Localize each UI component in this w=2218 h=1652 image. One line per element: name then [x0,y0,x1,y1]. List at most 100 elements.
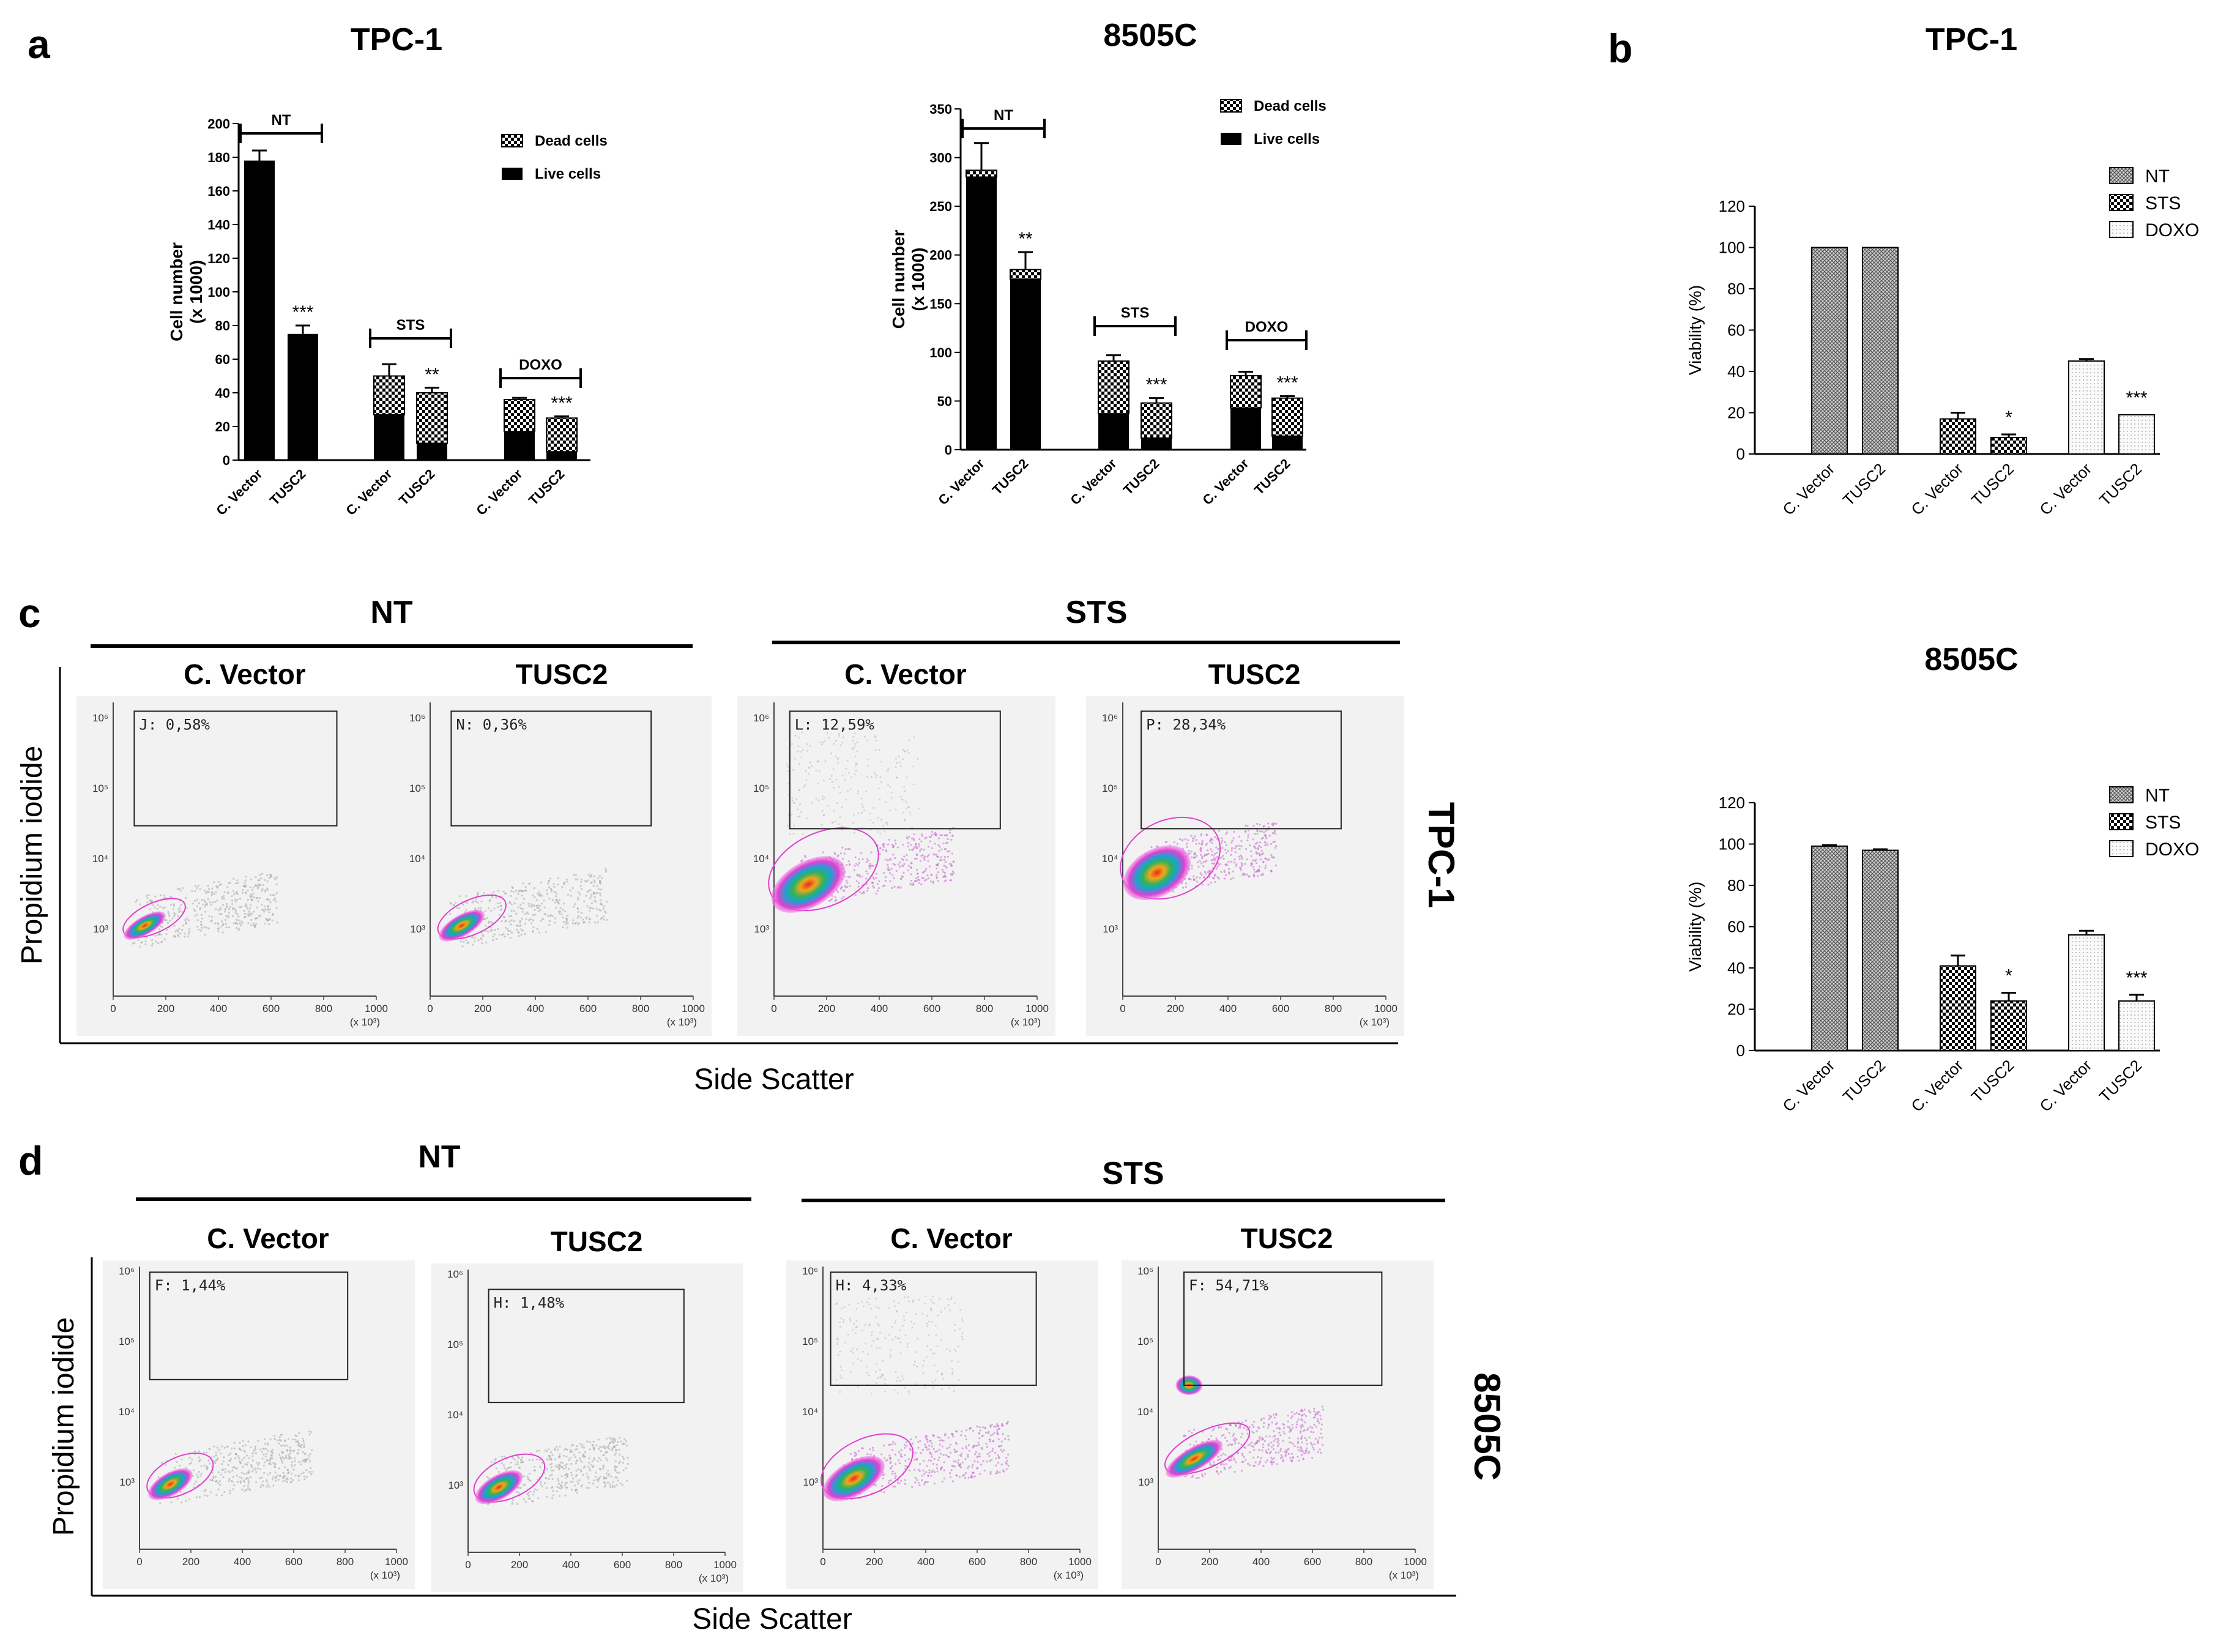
event-dot [278,1438,281,1441]
event-dot [804,784,806,786]
event-dot [873,807,875,809]
legend-swatch [2109,840,2134,857]
event-dot [224,1468,226,1471]
event-dot [1202,861,1205,863]
event-dot [802,749,804,751]
event-dot [154,895,157,898]
event-dot [536,893,539,895]
event-dot [914,1481,917,1484]
event-dot [799,803,801,805]
event-dot [198,1456,200,1459]
event-dot [543,899,545,902]
event-dot [210,920,212,923]
event-dot [909,848,911,851]
event-dot [887,868,889,871]
event-dot [552,1469,554,1472]
event-dot [501,1456,503,1458]
column-header: C. Vector [890,1222,1013,1254]
event-dot [1321,1437,1323,1439]
event-dot [910,862,913,865]
event-dot [158,932,161,935]
event-dot [580,879,582,881]
event-dot [899,1341,902,1344]
event-dot [849,1371,852,1374]
gate-rectangle [149,1271,349,1380]
event-dot [309,1453,311,1455]
event-dot [272,1462,275,1464]
event-dot [270,1454,272,1457]
event-dot [924,869,927,872]
event-dot [565,1486,568,1489]
event-dot [1288,1437,1290,1439]
y-tick-label: 300 [929,151,952,166]
event-dot [950,863,953,866]
event-dot [849,1317,851,1320]
event-dot [1198,842,1200,845]
event-dot [872,822,874,824]
event-dot [151,900,153,902]
event-dot [1194,879,1196,881]
event-dot [187,935,189,937]
event-dot [958,1464,961,1467]
event-dot [601,917,603,919]
event-dot [797,808,799,811]
event-dot [158,928,161,931]
event-dot [1262,873,1264,876]
y-axis-label-propidium-iodide: Propidium iodide [48,1317,80,1536]
event-dot [1201,855,1204,858]
event-dot [1322,1408,1325,1411]
event-dot [874,735,876,737]
event-dot [986,1446,989,1448]
event-dot [840,1366,842,1368]
event-dot [254,925,256,927]
event-dot [534,909,536,911]
event-dot [590,902,593,904]
event-dot [898,1462,901,1464]
event-dot [545,931,547,933]
event-dot [850,1350,852,1352]
y-tick-label: 100 [1719,835,1745,854]
event-dot [974,1453,977,1456]
gate-label: N: 0,36% [456,716,527,733]
event-dot [200,923,203,926]
y-tick-label: 10⁴ [1102,853,1118,865]
event-dot [269,876,272,879]
event-dot [890,791,893,794]
event-dot [997,1445,1000,1448]
event-dot [1213,874,1216,877]
event-dot [947,855,950,858]
event-dot [179,904,182,906]
event-dot [198,1496,201,1498]
plot-background [431,1263,743,1592]
event-dot [917,807,920,809]
bar-dead-cells [1141,402,1172,439]
event-dot [837,762,839,764]
event-dot [252,886,255,889]
event-dot [1274,1434,1276,1437]
event-dot [266,887,269,890]
event-dot [271,1451,274,1454]
event-dot [943,856,946,858]
event-dot [855,1320,858,1322]
event-dot [1176,843,1178,846]
event-dot [584,1465,586,1468]
event-dot [244,891,247,894]
event-dot [608,1448,610,1450]
event-dot [554,1458,557,1460]
event-dot [924,1302,926,1304]
event-dot [1263,1440,1266,1442]
event-dot [1315,1426,1317,1428]
event-dot [218,884,221,887]
event-dot [303,1478,306,1481]
event-dot [558,1455,560,1457]
event-dot [923,1473,926,1475]
significance-marker: *** [2126,388,2147,408]
event-dot [955,1451,957,1453]
event-dot [884,801,887,803]
event-dot [887,767,890,770]
event-dot [1222,1453,1224,1455]
event-dot [256,1461,258,1464]
event-dot [598,1457,600,1459]
y-tick-label: 20 [1727,1000,1745,1019]
event-dot [853,813,855,816]
